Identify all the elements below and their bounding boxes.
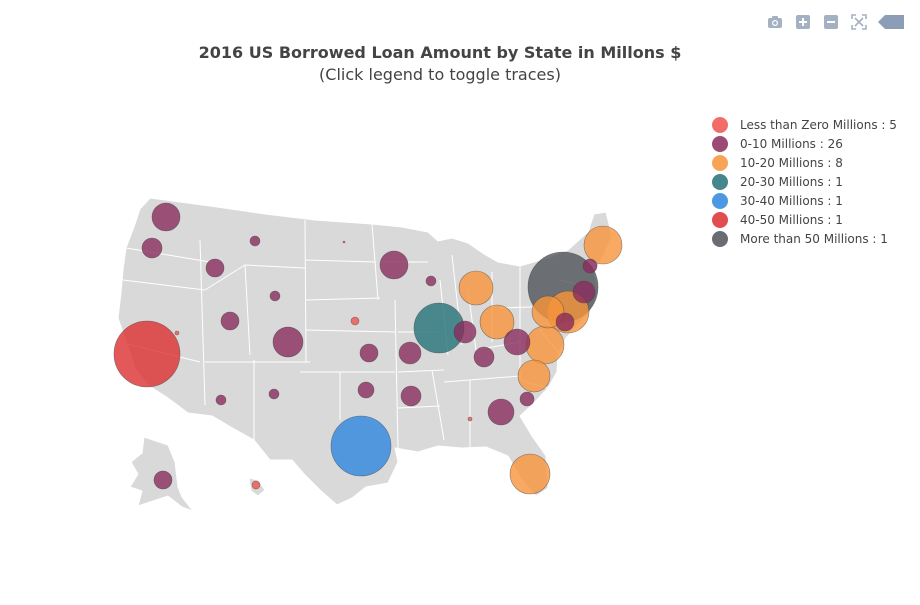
state-bubble[interactable] [379,250,409,280]
zoom-out-icon[interactable] [822,13,840,31]
legend-item[interactable]: 10-20 Millions : 8 [712,153,897,172]
legend-item[interactable]: 40-50 Millions : 1 [712,210,897,229]
legend: Less than Zero Millions : 5 0-10 Millions… [712,115,897,248]
state-bubble[interactable] [330,415,392,477]
legend-item[interactable]: Less than Zero Millions : 5 [712,115,897,134]
state-bubble[interactable] [359,343,379,363]
legend-item[interactable]: 20-30 Millions : 1 [712,172,897,191]
legend-swatch [712,116,728,133]
state-bubble[interactable] [555,312,575,332]
state-bubble[interactable] [220,311,240,331]
chart-title-block: 2016 US Borrowed Loan Amount by State in… [0,42,880,86]
state-bubble[interactable] [425,275,437,287]
state-bubble[interactable] [519,391,535,407]
state-bubble[interactable] [205,258,225,278]
state-bubble[interactable] [572,280,596,304]
state-bubble[interactable] [350,316,360,326]
state-bubble[interactable] [479,304,515,340]
zoom-in-icon[interactable] [794,13,812,31]
state-bubble[interactable] [215,394,227,406]
legend-label: 0-10 Millions : 26 [740,136,843,151]
state-bubble[interactable] [583,225,623,265]
state-bubble[interactable] [398,341,422,365]
state-bubble[interactable] [153,470,173,490]
state-border [122,239,211,406]
state-border [204,219,310,440]
state-bubble[interactable] [400,385,422,407]
state-bubble[interactable] [458,270,494,306]
plotly-logo-icon[interactable] [878,13,904,31]
legend-label: 10-20 Millions : 8 [740,155,843,170]
state-bubble[interactable] [509,453,551,495]
state-bubble[interactable] [487,398,515,426]
bubble-layer [113,202,623,495]
legend-swatch [712,154,728,171]
modebar [766,13,904,31]
legend-label: More than 50 Millions : 1 [740,231,888,246]
state-bubble[interactable] [473,346,495,368]
state-bubble[interactable] [582,258,598,274]
legend-swatch [712,211,728,228]
state-bubble[interactable] [251,480,261,490]
state-bubble[interactable] [151,202,181,232]
autoscale-icon[interactable] [850,13,868,31]
legend-label: 30-40 Millions : 1 [740,193,843,208]
legend-label: Less than Zero Millions : 5 [740,117,897,132]
legend-item[interactable]: 0-10 Millions : 26 [712,134,897,153]
state-bubble[interactable] [517,359,551,393]
state-bubble[interactable] [525,325,565,365]
chart-subtitle: (Click legend to toggle traces) [319,65,561,84]
legend-label: 20-30 Millions : 1 [740,174,843,189]
state-bubble[interactable] [453,320,477,344]
state-bubble[interactable] [174,330,180,336]
state-bubble[interactable] [272,326,304,358]
legend-swatch [712,192,728,209]
legend-label: 40-50 Millions : 1 [740,212,843,227]
state-bubble[interactable] [249,235,261,247]
legend-swatch [712,135,728,152]
state-bubble[interactable] [268,388,280,400]
state-border [300,259,399,449]
state-bubble[interactable] [503,328,531,356]
state-bubble[interactable] [113,320,181,388]
camera-icon[interactable] [766,13,784,31]
state-bubble[interactable] [467,416,473,422]
chart-title: 2016 US Borrowed Loan Amount by State in… [198,43,682,62]
legend-swatch [712,173,728,190]
state-bubble[interactable] [269,290,281,302]
legend-item[interactable]: 30-40 Millions : 1 [712,191,897,210]
state-bubble[interactable] [357,381,375,399]
state-bubble[interactable] [141,237,163,259]
legend-swatch [712,230,728,247]
legend-item[interactable]: More than 50 Millions : 1 [712,229,897,248]
state-bubble[interactable] [342,240,346,244]
